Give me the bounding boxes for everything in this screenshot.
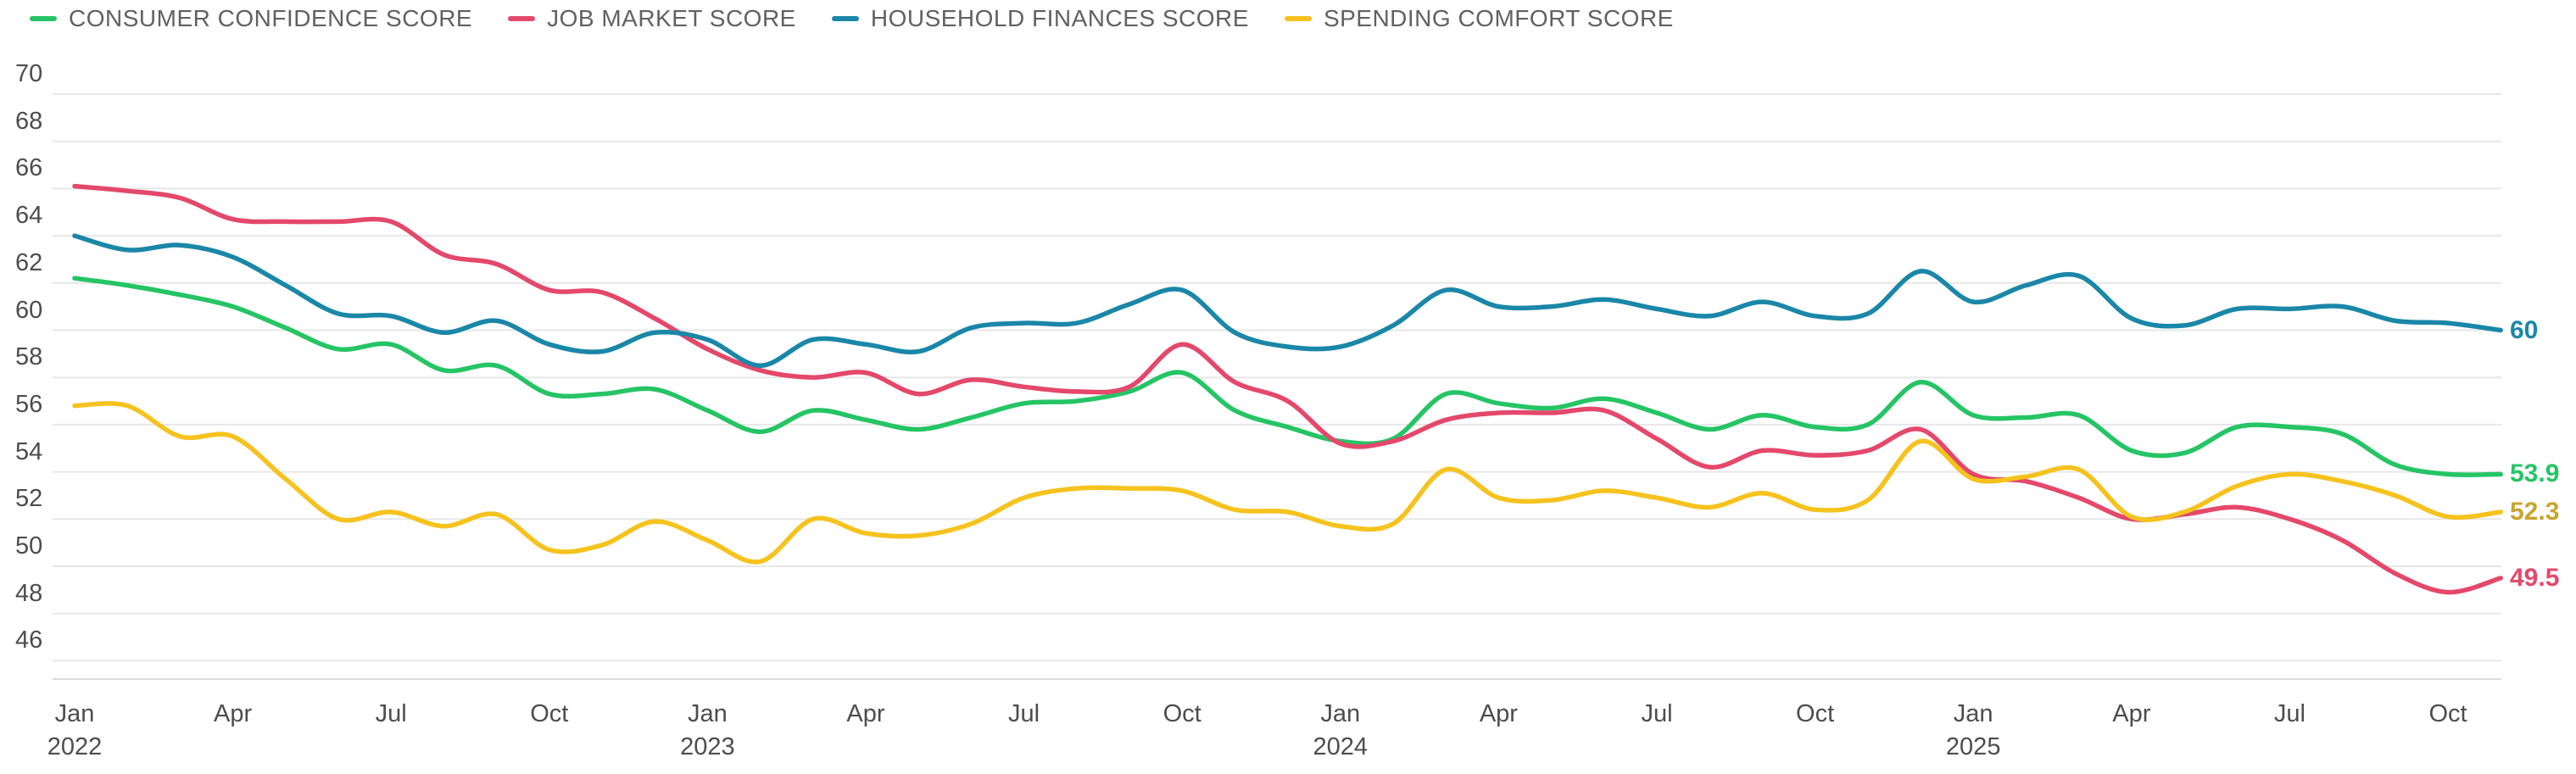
y-axis-tick-label: 62	[15, 248, 43, 276]
x-axis-tick-month: Oct	[2428, 700, 2467, 727]
legend-label: SPENDING COMFORT SCORE	[1323, 5, 1674, 31]
x-axis-tick: Jan 2024	[1313, 700, 1369, 761]
x-axis-tick-month: Jan	[1953, 700, 1993, 727]
legend-label: HOUSEHOLD FINANCES SCORE	[870, 5, 1249, 31]
x-axis-tick: Oct	[530, 700, 568, 728]
legend-swatch-icon	[508, 16, 536, 21]
x-axis-tick-month: Apr	[846, 700, 885, 727]
x-axis-tick: Apr	[214, 700, 252, 728]
series-line-spending-comfort-score[interactable]	[72, 401, 2503, 565]
y-axis-tick-label: 70	[15, 60, 43, 87]
y-axis-tick-label: 48	[15, 579, 43, 607]
x-axis-tick-month: Jul	[2273, 700, 2306, 727]
series-end-value-label: 60	[2510, 315, 2539, 344]
legend-label: JOB MARKET SCORE	[547, 5, 796, 31]
y-axis-tick-label: 52	[15, 485, 43, 513]
x-axis-tick-year: 2023	[680, 733, 735, 760]
x-axis-tick-month: Jul	[1641, 700, 1673, 727]
legend-swatch-icon	[831, 16, 859, 21]
x-axis-tick: Jul	[2274, 700, 2306, 728]
series-end-value-label: 49.5	[2510, 563, 2560, 592]
y-axis-tick-label: 64	[15, 202, 43, 230]
x-axis-tick-month: Oct	[1796, 700, 1835, 727]
y-axis-tick-label: 58	[15, 343, 43, 371]
x-axis-tick: Apr	[1480, 700, 1518, 728]
x-axis-tick: Jan 2023	[680, 700, 735, 761]
x-axis-tick-year: 2022	[47, 733, 103, 760]
legend-item-consumer-confidence-score[interactable]: CONSUMER CONFIDENCE SCORE	[30, 5, 472, 32]
x-axis-tick-month: Jan	[688, 700, 728, 727]
x-axis-tick-month: Jan	[1320, 700, 1361, 727]
series-line-job-market-score[interactable]	[72, 183, 2503, 595]
x-axis-tick-year: 2025	[1945, 733, 2001, 760]
x-axis-tick: Oct	[2428, 700, 2467, 728]
x-axis-tick: Jul	[376, 700, 407, 728]
y-axis-tick-label: 46	[15, 626, 43, 654]
y-axis-tick-label: 56	[15, 390, 43, 418]
x-axis-tick: Apr	[846, 700, 884, 728]
x-axis-tick-month: Apr	[2112, 700, 2151, 727]
legend-item-household-finances-score[interactable]: HOUSEHOLD FINANCES SCORE	[831, 5, 1249, 32]
legend-swatch-icon	[1284, 16, 1312, 21]
legend-label: CONSUMER CONFIDENCE SCORE	[69, 5, 473, 31]
y-axis-tick-label: 66	[15, 154, 43, 182]
x-axis-tick: Jul	[1641, 700, 1672, 728]
x-axis-tick: Jan 2025	[1946, 700, 2001, 761]
x-axis-tick: Oct	[1163, 700, 1202, 728]
series-line-consumer-confidence-score[interactable]	[72, 276, 2503, 477]
x-axis-tick: Jul	[1008, 700, 1040, 728]
legend-swatch-icon	[30, 16, 57, 21]
y-axis-tick-label: 50	[15, 532, 43, 560]
y-axis-tick-label: 54	[15, 437, 43, 465]
chart-legend: CONSUMER CONFIDENCE SCORE JOB MARKET SCOR…	[30, 5, 1674, 32]
x-axis-tick-month: Apr	[1479, 700, 1518, 727]
series-end-value-label: 53.9	[2510, 459, 2560, 488]
x-axis-tick: Jan 2022	[47, 700, 103, 761]
series-end-value-label: 52.3	[2510, 497, 2560, 526]
legend-item-job-market-score[interactable]: JOB MARKET SCORE	[508, 5, 796, 32]
x-axis-tick-month: Jan	[54, 700, 95, 727]
x-axis-tick: Oct	[1796, 700, 1834, 728]
x-axis-tick-month: Apr	[214, 700, 253, 727]
series-line-household-finances-score[interactable]	[72, 233, 2503, 369]
legend-item-spending-comfort-score[interactable]: SPENDING COMFORT SCORE	[1284, 5, 1674, 32]
x-axis-tick-year: 2024	[1313, 733, 1369, 760]
y-axis-tick-label: 68	[15, 107, 43, 135]
x-axis-tick-month: Oct	[530, 700, 569, 727]
x-axis-tick-month: Jul	[1008, 700, 1040, 727]
x-axis-tick: Apr	[2112, 700, 2150, 728]
x-axis-tick-month: Jul	[375, 700, 407, 727]
y-axis-tick-label: 60	[15, 296, 43, 324]
x-axis-tick-month: Oct	[1163, 700, 1202, 727]
